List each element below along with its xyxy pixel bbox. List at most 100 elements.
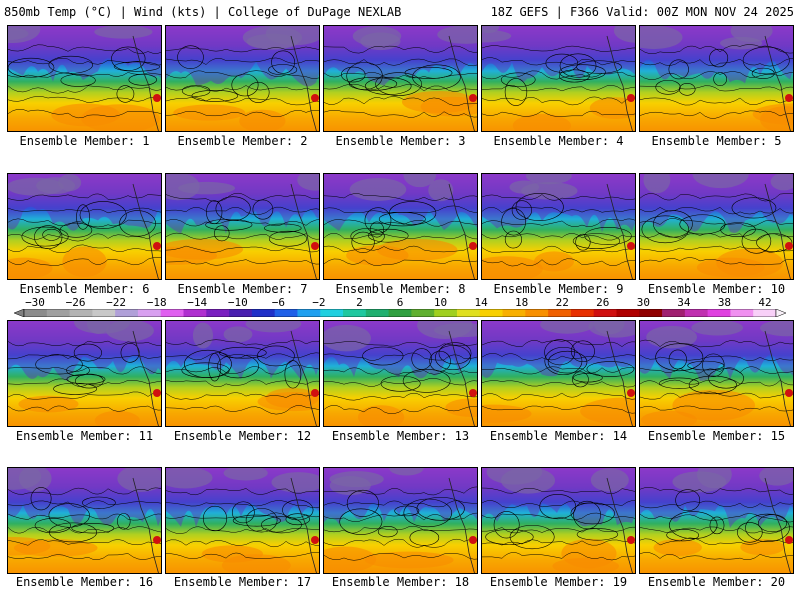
colorbar-tick-label: −26	[65, 296, 86, 309]
colorbar-segment	[320, 309, 344, 317]
header: 850mb Temp (°C) | Wind (kts) | College o…	[0, 0, 800, 22]
colorbar-tick-label: 30	[636, 296, 650, 309]
ensemble-member-map	[165, 173, 320, 280]
colorbar-segment	[525, 309, 549, 317]
ensemble-member-label: Ensemble Member: 1	[19, 134, 150, 148]
ensemble-member-label: Ensemble Member: 7	[177, 282, 308, 296]
ensemble-member-map	[639, 173, 794, 280]
colorbar-segment	[753, 309, 777, 317]
colorbar-segment	[502, 309, 526, 317]
ensemble-member-map	[323, 320, 478, 427]
ensemble-member-map	[481, 25, 636, 132]
colorbar-segment	[115, 309, 139, 317]
colorbar-tick-label: −14	[187, 296, 208, 309]
temperature-field	[482, 174, 635, 279]
colorbar-segment	[388, 309, 412, 317]
ensemble-member-map	[639, 25, 794, 132]
colorbar-low-arrow	[14, 309, 25, 317]
colorbar-segment	[548, 309, 572, 317]
ensemble-member-map	[7, 467, 162, 574]
ensemble-member-label: Ensemble Member: 14	[489, 429, 628, 443]
ensemble-member-label: Ensemble Member: 6	[19, 282, 150, 296]
ensemble-member-map	[639, 467, 794, 574]
ensemble-member-map	[7, 25, 162, 132]
ensemble-member-label: Ensemble Member: 15	[647, 429, 786, 443]
chart-title: 850mb Temp (°C) | Wind (kts) | College o…	[4, 5, 402, 19]
ensemble-member-map	[481, 173, 636, 280]
colorbar-segment	[707, 309, 731, 317]
colorbar-tick-label: −6	[271, 296, 285, 309]
ensemble-member-map	[323, 173, 478, 280]
colorbar-segment	[251, 309, 276, 317]
ensemble-member-map	[323, 25, 478, 132]
colorbar-segment	[92, 309, 116, 317]
colorbar-segment	[69, 309, 93, 317]
colorbar-segment	[229, 309, 253, 317]
temperature-field	[640, 468, 793, 573]
colorbar-segment	[593, 309, 617, 317]
ensemble-member-label: Ensemble Member: 11	[15, 429, 154, 443]
colorbar-tick-label: 6	[396, 296, 404, 309]
colorbar-segment	[343, 309, 367, 317]
temperature-field	[8, 468, 161, 573]
ensemble-member-map	[7, 320, 162, 427]
colorbar-labels: −30 −26 −22 −18 −14 −10 −6 −2 2 6 10 14 18 22 26 30 34 38…	[0, 296, 800, 309]
temperature-field	[324, 26, 477, 131]
colorbar-segment	[46, 309, 71, 317]
colorbar-segment	[411, 309, 435, 317]
ensemble-member-map	[165, 467, 320, 574]
colorbar-high-arrow	[775, 309, 786, 317]
colorbar-tick-label: −18	[146, 296, 167, 309]
ensemble-member-label: Ensemble Member: 13	[331, 429, 470, 443]
colorbar-tick-label: −22	[106, 296, 127, 309]
colorbar-segment	[730, 309, 754, 317]
colorbar-segment	[297, 309, 321, 317]
colorbar-tick-label: 22	[555, 296, 569, 309]
colorbar-segments	[23, 309, 777, 317]
colorbar-segment	[160, 309, 185, 317]
colorbar-segment	[684, 309, 709, 317]
colorbar-tick-label: 2	[356, 296, 363, 309]
colorbar-segment	[365, 309, 390, 317]
colorbar-segment	[639, 309, 663, 317]
temperature-field	[8, 174, 161, 279]
colorbar-tick-label: −10	[227, 296, 248, 309]
colorbar-segment	[434, 309, 458, 317]
ensemble-member-label: Ensemble Member: 17	[173, 575, 312, 589]
temperature-field	[640, 26, 793, 131]
colorbar-tick-label: 34	[677, 296, 691, 309]
temperature-field	[324, 174, 477, 279]
temperature-field	[640, 321, 793, 426]
ensemble-member-label: Ensemble Member: 20	[647, 575, 786, 589]
colorbar-tick-label: −2	[312, 296, 326, 309]
ensemble-member-map	[639, 320, 794, 427]
run-valid-time: 18Z GEFS | F366 Valid: 00Z MON NOV 24 20…	[490, 5, 794, 19]
colorbar-tick-label: −30	[25, 296, 45, 309]
temperature-field	[8, 321, 161, 426]
ensemble-member-map	[7, 173, 162, 280]
ensemble-member-label: Ensemble Member: 18	[331, 575, 470, 589]
colorbar-segment	[479, 309, 504, 317]
ensemble-member-label: Ensemble Member: 8	[335, 282, 466, 296]
ensemble-member-label: Ensemble Member: 5	[651, 134, 782, 148]
ensemble-member-label: Ensemble Member: 16	[15, 575, 154, 589]
ensemble-member-label: Ensemble Member: 3	[335, 134, 466, 148]
colorbar-segment	[456, 309, 481, 317]
ensemble-member-label: Ensemble Member: 4	[493, 134, 624, 148]
colorbar-tick-label: 42	[758, 296, 772, 309]
ensemble-member-map	[481, 467, 636, 574]
colorbar-segment	[183, 309, 207, 317]
temperature-field	[324, 321, 477, 426]
ensemble-member-label: Ensemble Member: 19	[489, 575, 628, 589]
temperature-field	[166, 26, 319, 131]
colorbar-segment	[662, 309, 686, 317]
ensemble-member-map	[165, 25, 320, 132]
ensemble-member-label: Ensemble Member: 2	[177, 134, 308, 148]
ensemble-member-map	[481, 320, 636, 427]
colorbar-tick-label: 10	[433, 296, 448, 309]
temperature-field	[482, 468, 635, 573]
temperature-field	[482, 321, 635, 426]
ensemble-member-map	[323, 467, 478, 574]
temperature-field	[166, 174, 319, 279]
ensemble-member-label: Ensemble Member: 12	[173, 429, 312, 443]
